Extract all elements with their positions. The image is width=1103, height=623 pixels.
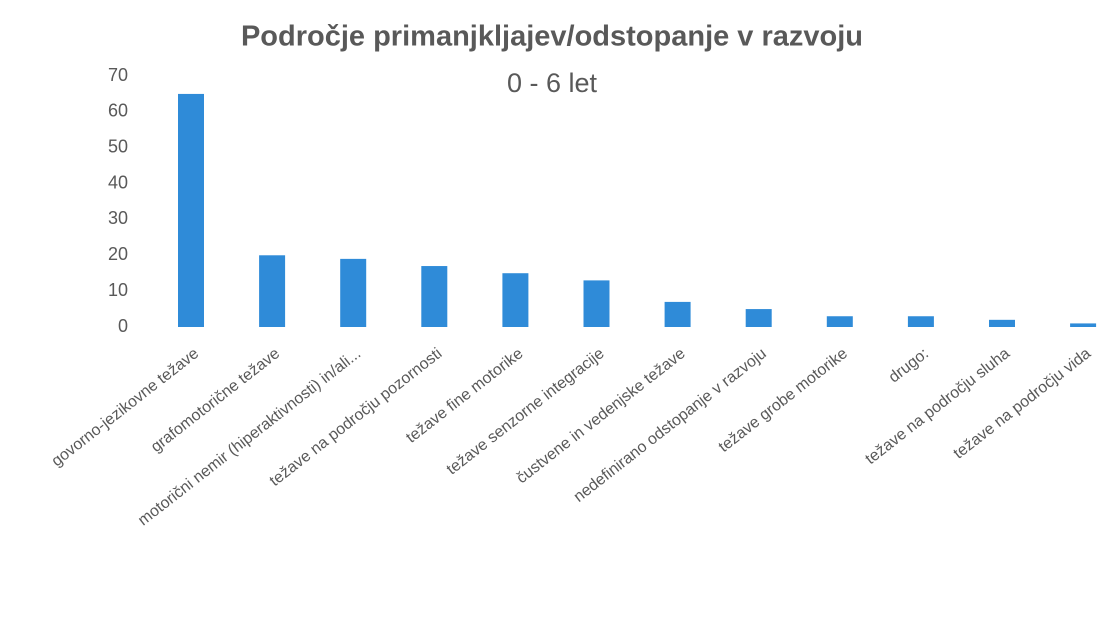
x-tick-label: drugo:	[886, 345, 932, 386]
y-tick-label: 70	[108, 65, 128, 85]
bar	[502, 273, 529, 327]
bar	[907, 316, 934, 327]
bar	[340, 258, 367, 327]
x-tick-label: težave na področju pozornosti	[267, 345, 446, 490]
bar	[583, 280, 610, 327]
bar	[421, 266, 448, 327]
x-tick-label: grafomotorične težave	[148, 345, 283, 456]
y-tick-label: 50	[108, 136, 128, 156]
x-tick-label: težave na področju vida	[951, 345, 1095, 463]
bar	[745, 309, 772, 327]
x-tick-label: čustvene in vedenjske težave	[513, 345, 688, 487]
x-tick-label: težave na področju sluha	[862, 345, 1013, 468]
y-tick-label: 60	[108, 101, 128, 121]
y-tick-label: 40	[108, 172, 128, 192]
y-tick-label: 20	[108, 244, 128, 264]
y-tick-label: 0	[118, 316, 128, 336]
x-tick-label: govorno-jezikovne težave	[49, 345, 203, 470]
chart-title: Področje primanjkljajev/odstopanje v raz…	[241, 21, 863, 53]
bar	[259, 255, 286, 327]
bar	[1070, 323, 1097, 327]
x-tick-label: težave senzorne integracije	[444, 345, 608, 478]
x-tick-label: težave grobe motorike	[716, 345, 851, 456]
bar	[178, 93, 204, 327]
bar	[664, 301, 691, 327]
y-tick-label: 10	[108, 280, 128, 300]
chart-subtitle: 0 - 6 let	[507, 68, 598, 98]
bar	[989, 319, 1015, 327]
bar	[826, 316, 853, 327]
y-tick-label: 30	[108, 208, 128, 228]
